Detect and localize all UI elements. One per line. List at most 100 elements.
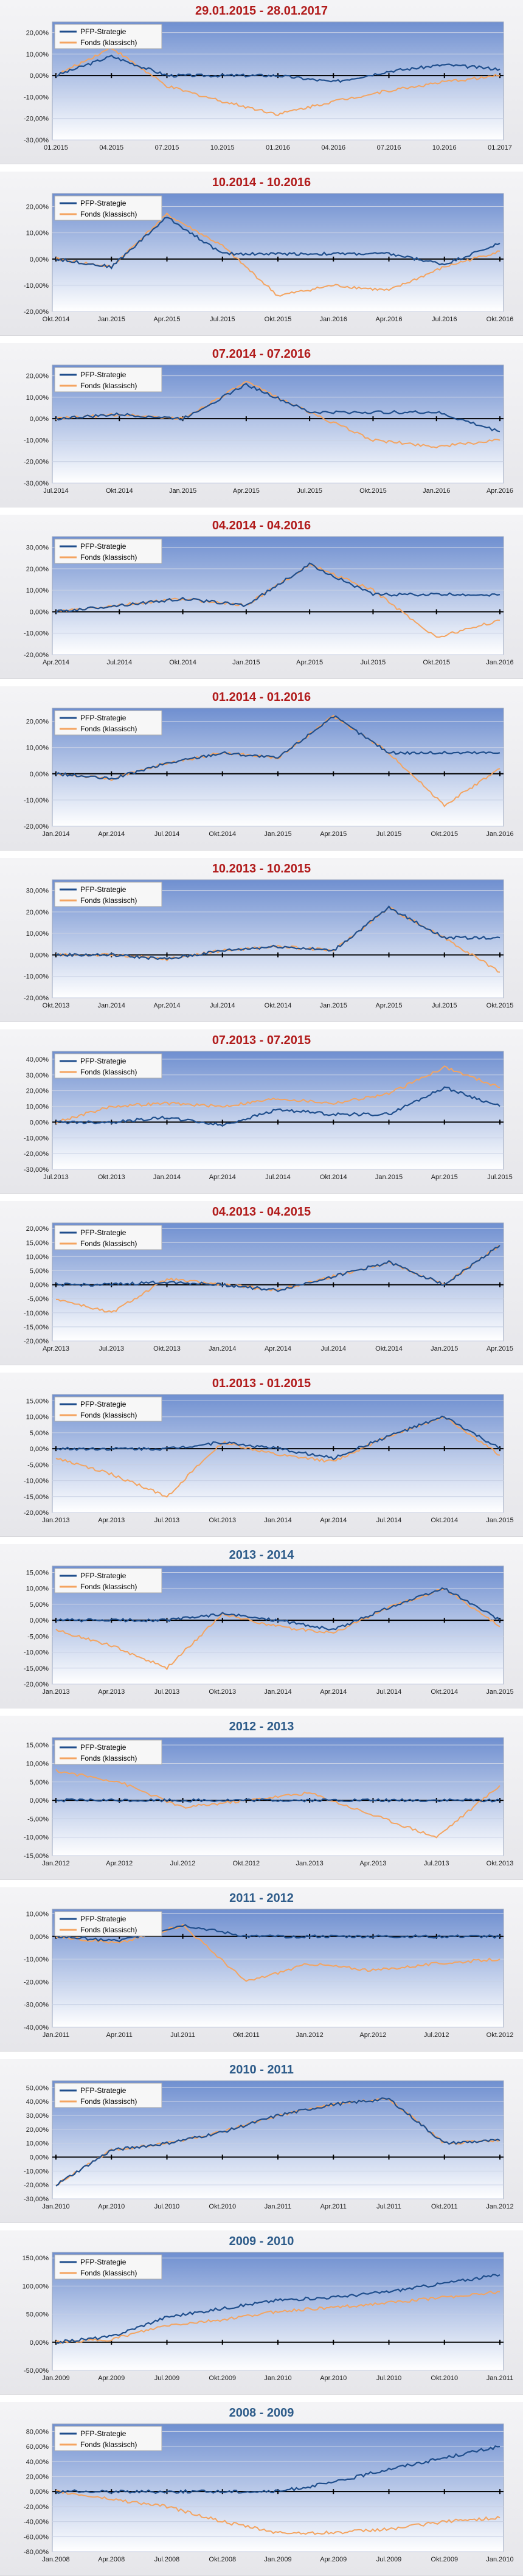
y-tick-label: -10,00%: [24, 797, 49, 804]
series-fund-line: [55, 1588, 500, 1671]
chart-panel: 2012 - 2013 15,00% 10,00% 5,00% 0,00% -5,00% -…: [0, 1716, 523, 1880]
x-tick-label: Apr.2015: [375, 1002, 402, 1009]
chart-title: 01.2013 - 01.2015: [212, 1377, 311, 1390]
y-tick-label: -20,00%: [24, 459, 49, 466]
x-tick-label: Okt.2014: [375, 1345, 403, 1352]
x-tick-label: Apr.2014: [209, 1174, 236, 1181]
y-tick-label: 0,00%: [30, 771, 49, 778]
x-tick-label: Jul.2014: [376, 1688, 402, 1696]
series-fund-line: [55, 2490, 500, 2535]
x-tick-label: Apr.2013: [43, 1345, 69, 1352]
x-tick-label: Okt.2014: [320, 1174, 347, 1181]
x-tick-label: Jan.2009: [42, 2375, 69, 2382]
y-tick-label: 20,00%: [26, 30, 49, 37]
y-tick-label: -10,00%: [24, 1478, 49, 1485]
x-tick-label: Okt.2012: [233, 1860, 260, 1867]
x-tick-label: Apr.2016: [375, 316, 402, 323]
y-tick-label: -5,00%: [27, 1296, 49, 1303]
legend: PFP-Strategie Fonds (klassisch): [54, 2254, 162, 2280]
x-tick-label: Apr.2016: [487, 487, 513, 495]
chart-svg: 2012 - 2013 15,00% 10,00% 5,00% 0,00% -5,00% -…: [24, 1720, 513, 1867]
x-tick-label: Jul.2012: [424, 2031, 449, 2039]
y-tick-label: -10,00%: [24, 1135, 49, 1142]
legend-strategy-label: PFP-Strategie: [80, 199, 126, 207]
x-tick-label: Apr.2015: [296, 659, 323, 666]
y-tick-label: 5,00%: [30, 1601, 49, 1609]
chart-panel: 01.2013 - 01.2015 15,00% 10,00% 5,00% 0,00% -…: [0, 1373, 523, 1537]
y-tick-label: 10,00%: [26, 587, 49, 594]
x-tick-label: Jul.2012: [170, 1860, 196, 1867]
y-tick-label: -20,00%: [24, 1979, 49, 1986]
x-tick-label: Okt.2015: [359, 487, 387, 495]
x-tick-label: Jul.2013: [43, 1174, 69, 1181]
y-tick-label: -30,00%: [24, 2002, 49, 2009]
legend-strategy-label: PFP-Strategie: [80, 885, 126, 894]
chart-title: 07.2013 - 07.2015: [212, 1034, 311, 1047]
y-tick-label: 10,00%: [26, 230, 49, 237]
chart-panel: 10.2014 - 10.2016 20,00% 10,00% 0,00% -10,00…: [0, 172, 523, 336]
y-tick-label: -20,00%: [24, 1509, 49, 1517]
y-tick-label: 15,00%: [26, 1239, 49, 1247]
y-tick-label: 0,00%: [30, 2339, 49, 2347]
y-tick-label: 20,00%: [26, 1088, 49, 1095]
x-tick-label: Jul.2015: [297, 487, 322, 495]
chart-panel: 29.01.2015 - 28.01.2017 20,00% 10,00% 0,00%…: [0, 0, 523, 164]
y-tick-label: -10,00%: [24, 1956, 49, 1963]
legend-strategy-label: PFP-Strategie: [80, 2086, 126, 2095]
x-tick-label: Apr.2015: [153, 316, 180, 323]
x-tick-label: Jan.2015: [232, 659, 260, 666]
x-tick-label: Jan.2014: [153, 1174, 181, 1181]
chart-panel: 2009 - 2010 150,00% 100,00% 50,00% 0,00% -50,…: [0, 2230, 523, 2395]
x-tick-label: Apr.2014: [153, 1002, 180, 1009]
x-tick-label: Jul.2014: [265, 1174, 291, 1181]
legend-box: [54, 1396, 162, 1422]
x-tick-label: Apr.2014: [43, 659, 69, 666]
y-tick-label: 10,00%: [26, 745, 49, 752]
x-tick-label: Okt.2015: [265, 316, 292, 323]
x-tick-label: Jan.2015: [320, 1002, 347, 1009]
x-tick-label: Apr.2014: [320, 1688, 347, 1696]
legend-box: [54, 2254, 162, 2280]
x-tick-label: Apr.2011: [320, 2203, 347, 2210]
y-tick-label: -10,00%: [24, 2168, 49, 2175]
y-tick-label: 0,00%: [30, 256, 49, 263]
chart-panel: 10.2013 - 10.2015 30,00% 20,00% 10,00% 0,00%…: [0, 858, 523, 1022]
chart-panel: 01.2014 - 01.2016 20,00% 10,00% 0,00% -10,00…: [0, 686, 523, 851]
x-tick-label: 04.2016: [321, 144, 345, 151]
x-tick-label: Okt.2011: [431, 2203, 458, 2210]
legend: PFP-Strategie Fonds (klassisch): [54, 1225, 162, 1250]
x-tick-label: Jul.2014: [210, 1002, 235, 1009]
y-tick-label: 15,00%: [26, 1742, 49, 1749]
x-tick-label: Apr.2013: [359, 1860, 386, 1867]
y-tick-label: 0,00%: [30, 1119, 49, 1126]
y-tick-label: 150,00%: [23, 2255, 49, 2262]
x-tick-label: Jan.2012: [486, 2203, 513, 2210]
x-tick-label: Apr.2014: [98, 830, 125, 838]
y-tick-label: -10,00%: [24, 1310, 49, 1317]
legend: PFP-Strategie Fonds (klassisch): [54, 1053, 162, 1079]
x-tick-label: Jul.2014: [154, 830, 180, 838]
x-tick-label: Okt.2015: [487, 1002, 514, 1009]
series-strategy-line: [55, 2274, 500, 2344]
legend-strategy-label: PFP-Strategie: [80, 1228, 126, 1237]
x-tick-label: Jan.2013: [42, 1688, 69, 1696]
x-tick-label: Jul.2010: [376, 2375, 402, 2382]
x-tick-label: Jan.2009: [264, 2556, 291, 2563]
legend-strategy-label: PFP-Strategie: [80, 714, 126, 722]
y-tick-label: 5,00%: [30, 1779, 49, 1786]
chart-svg: 2013 - 2014 15,00% 10,00% 5,00% 0,00% -5,00% -…: [24, 1548, 514, 1696]
legend-strategy-label: PFP-Strategie: [80, 1572, 126, 1580]
x-tick-label: Jul.2013: [424, 1860, 449, 1867]
y-tick-label: -10,00%: [24, 282, 49, 290]
series-strategy-line: [55, 2445, 500, 2494]
x-tick-label: Jan.2015: [486, 1688, 513, 1696]
chart-title: 2011 - 2012: [229, 1892, 294, 1905]
chart-panel: 2013 - 2014 15,00% 10,00% 5,00% 0,00% -5,00% -…: [0, 1544, 523, 1708]
legend-fund-label: Fonds (klassisch): [80, 896, 137, 905]
y-tick-label: -30,00%: [24, 1166, 49, 1174]
x-tick-label: Okt.2014: [431, 1517, 458, 1524]
x-tick-label: Apr.2015: [487, 1345, 513, 1352]
x-tick-label: Jan.2015: [486, 1517, 513, 1524]
x-tick-label: Jul.2010: [154, 2203, 180, 2210]
series-strategy-line: [55, 1924, 500, 1943]
